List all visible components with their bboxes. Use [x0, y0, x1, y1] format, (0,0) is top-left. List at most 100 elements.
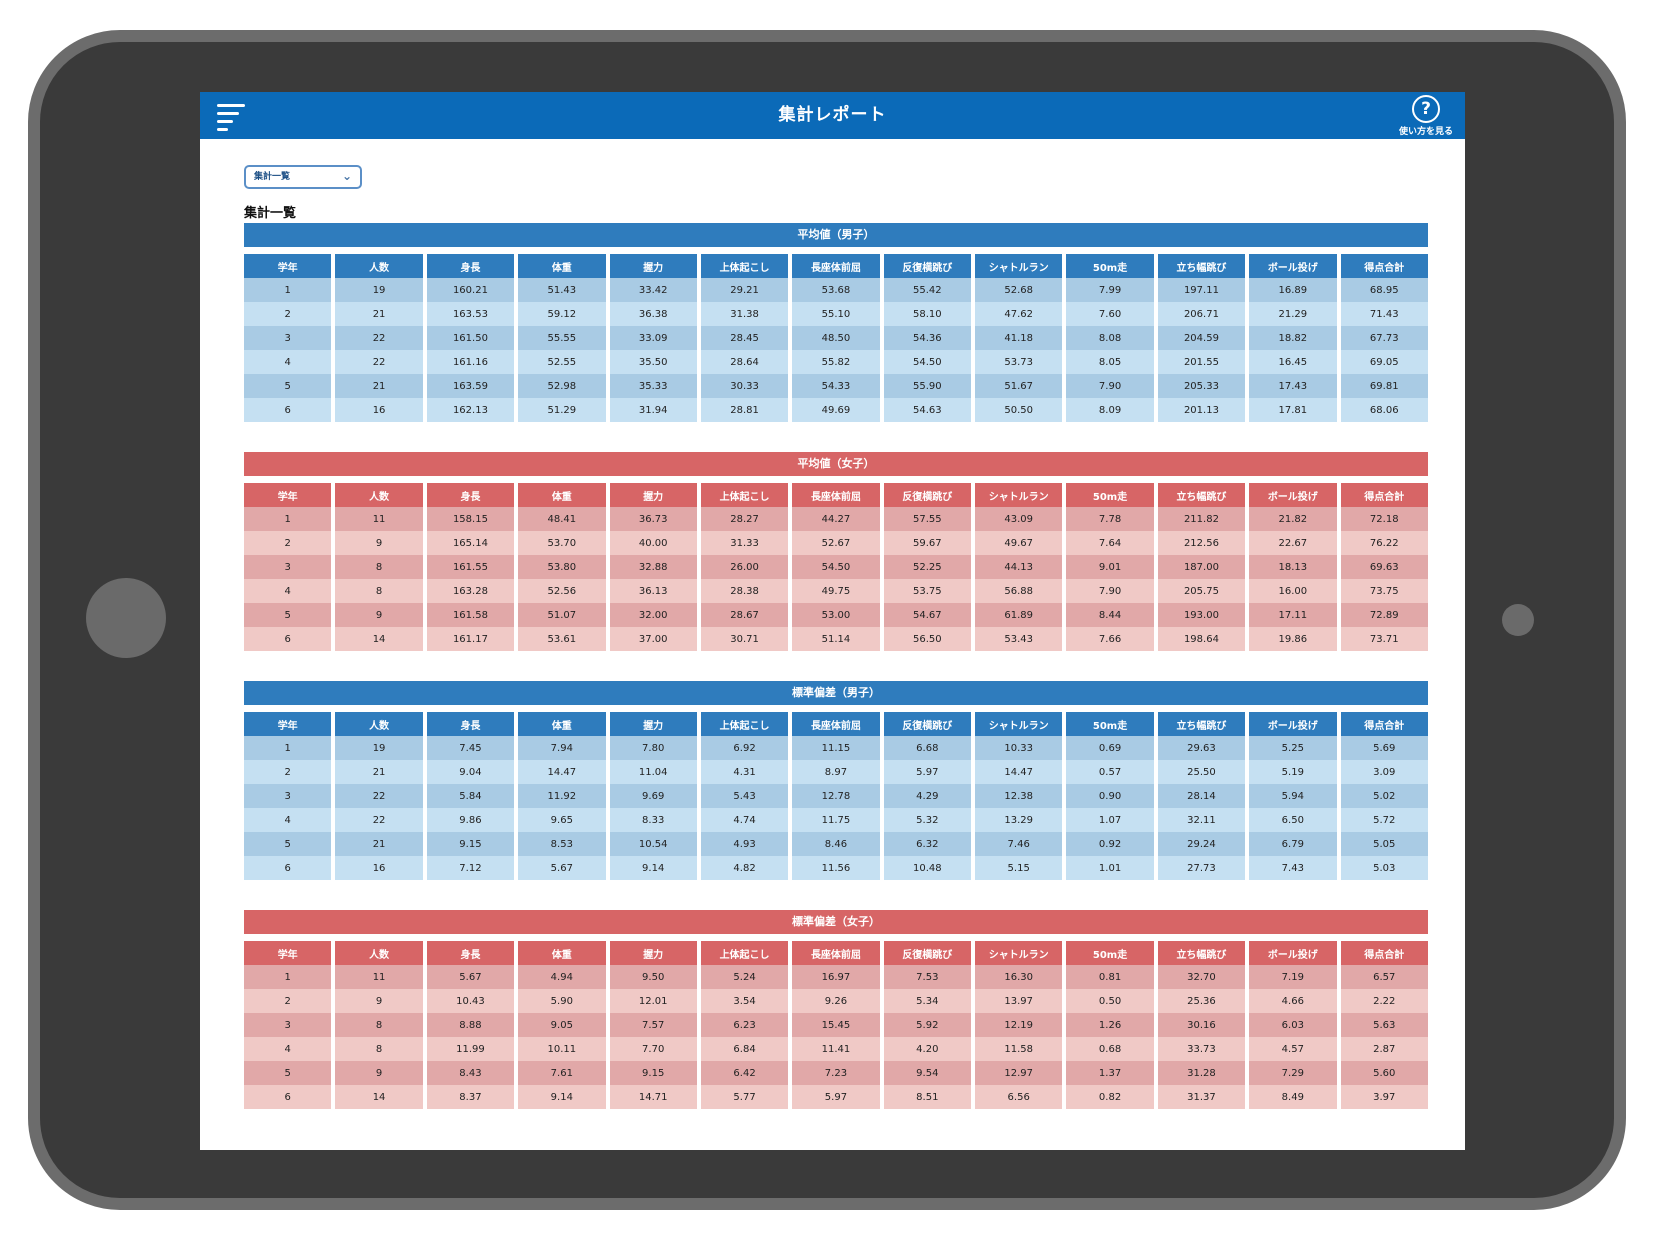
table-cell: 161.58 — [426, 603, 515, 627]
column-header: 学年 — [244, 483, 332, 507]
report-select[interactable]: 集計一覧 ⌄ — [244, 165, 362, 189]
table-cell: 59.67 — [883, 531, 971, 555]
table-cell: 16.45 — [1249, 350, 1337, 374]
table-cell: 5.34 — [883, 989, 971, 1013]
stats-table: 学年 人数 身長 体重 握力 上体起こし 長座体前屈 反復横跳び シャトルラン 50m走 立ち幅跳び… — [240, 712, 1432, 880]
column-header: 身長 — [426, 483, 515, 507]
table-cell: 8.37 — [426, 1085, 515, 1109]
report-select-value: 集計一覧 — [254, 172, 291, 182]
table-cell: 72.18 — [1340, 507, 1428, 531]
table-cell: 54.67 — [883, 603, 971, 627]
table-cell: 51.67 — [975, 374, 1063, 398]
table-cell: 7.46 — [975, 832, 1063, 856]
table-cell: 56.50 — [883, 627, 971, 651]
table-cell: 4.93 — [700, 832, 789, 856]
table-cell: 18.82 — [1249, 326, 1337, 350]
table-cell: 1 — [244, 507, 332, 531]
table-cell: 161.17 — [426, 627, 515, 651]
table-cell: 5.24 — [700, 965, 789, 989]
table-cell: 1.26 — [1066, 1013, 1154, 1037]
column-header: 立ち幅跳び — [1157, 483, 1246, 507]
table-cell: 6.84 — [700, 1037, 789, 1061]
table-cell: 9.65 — [518, 808, 606, 832]
table-cell: 8.43 — [426, 1061, 515, 1085]
table-row: 1 11 158.15 48.41 36.73 28.27 44.27 57.55 43.09 7… — [244, 507, 1428, 531]
column-header: 反復横跳び — [883, 941, 971, 965]
table-cell: 9.69 — [609, 784, 697, 808]
column-header: 得点合計 — [1340, 254, 1428, 278]
table-cell: 204.59 — [1157, 326, 1246, 350]
table-cell: 53.43 — [975, 627, 1063, 651]
table-cell: 12.19 — [975, 1013, 1063, 1037]
table-cell: 9.26 — [792, 989, 880, 1013]
table-cell: 0.57 — [1066, 760, 1154, 784]
table-cell: 55.55 — [518, 326, 606, 350]
table-cell: 9.50 — [609, 965, 697, 989]
table-cell: 52.98 — [518, 374, 606, 398]
column-header: 50m走 — [1066, 712, 1154, 736]
menu-icon[interactable] — [217, 104, 247, 131]
table-cell: 14 — [335, 1085, 423, 1109]
table-cell: 51.14 — [792, 627, 880, 651]
table-cell: 55.82 — [792, 350, 880, 374]
help-button[interactable]: ? 使い方を見る — [1391, 95, 1461, 137]
table-cell: 5.32 — [883, 808, 971, 832]
table-cell: 36.38 — [609, 302, 697, 326]
column-header: 体重 — [518, 254, 606, 278]
table-cell: 14 — [335, 627, 423, 651]
table-cell: 2 — [244, 989, 332, 1013]
table-cell: 29.24 — [1157, 832, 1246, 856]
column-header: 体重 — [518, 483, 606, 507]
table-cell: 8.49 — [1249, 1085, 1337, 1109]
table-cell: 2 — [244, 531, 332, 555]
table-row: 3 22 161.50 55.55 33.09 28.45 48.50 54.36 41.18 8… — [244, 326, 1428, 350]
camera-dot — [1502, 604, 1534, 636]
table-cell: 6 — [244, 398, 332, 422]
table-cell: 5.67 — [426, 965, 515, 989]
table-cell: 9 — [335, 989, 423, 1013]
table-cell: 31.37 — [1157, 1085, 1246, 1109]
table-cell: 201.13 — [1157, 398, 1246, 422]
table-cell: 4 — [244, 1037, 332, 1061]
table-cell: 201.55 — [1157, 350, 1246, 374]
table-cell: 161.50 — [426, 326, 515, 350]
section-title: 平均値（女子） — [244, 452, 1428, 476]
table-cell: 11.04 — [609, 760, 697, 784]
table-cell: 22 — [335, 784, 423, 808]
table-cell: 7.60 — [1066, 302, 1154, 326]
table-cell: 73.71 — [1340, 627, 1428, 651]
table-cell: 5.63 — [1340, 1013, 1428, 1037]
table-cell: 30.71 — [700, 627, 789, 651]
table-cell: 33.09 — [609, 326, 697, 350]
table-cell: 41.18 — [975, 326, 1063, 350]
home-button[interactable] — [86, 578, 166, 658]
table-cell: 53.73 — [975, 350, 1063, 374]
table-cell: 14.71 — [609, 1085, 697, 1109]
table-cell: 6.79 — [1249, 832, 1337, 856]
table-cell: 11.58 — [975, 1037, 1063, 1061]
table-cell: 52.55 — [518, 350, 606, 374]
table-cell: 49.75 — [792, 579, 880, 603]
column-header: ボール投げ — [1249, 712, 1337, 736]
table-cell: 8.09 — [1066, 398, 1154, 422]
table-cell: 6.50 — [1249, 808, 1337, 832]
table-cell: 7.70 — [609, 1037, 697, 1061]
table-cell: 7.99 — [1066, 278, 1154, 302]
table-cell: 6.23 — [700, 1013, 789, 1037]
table-cell: 4.31 — [700, 760, 789, 784]
table-cell: 6.57 — [1340, 965, 1428, 989]
stats-section: 平均値（女子） 学年 人数 身長 体重 握力 上体起こし 長座体前屈 反復横跳び シャトルラン 50… — [244, 452, 1428, 651]
table-cell: 30.16 — [1157, 1013, 1246, 1037]
table-cell: 28.45 — [700, 326, 789, 350]
column-header: 学年 — [244, 941, 332, 965]
column-header: 得点合計 — [1340, 941, 1428, 965]
table-cell: 7.61 — [518, 1061, 606, 1085]
table-cell: 7.23 — [792, 1061, 880, 1085]
table-cell: 11.92 — [518, 784, 606, 808]
table-cell: 58.10 — [883, 302, 971, 326]
column-header: 学年 — [244, 254, 332, 278]
table-cell: 3.97 — [1340, 1085, 1428, 1109]
column-header: 長座体前屈 — [792, 941, 880, 965]
table-cell: 73.75 — [1340, 579, 1428, 603]
column-header: シャトルラン — [975, 941, 1063, 965]
